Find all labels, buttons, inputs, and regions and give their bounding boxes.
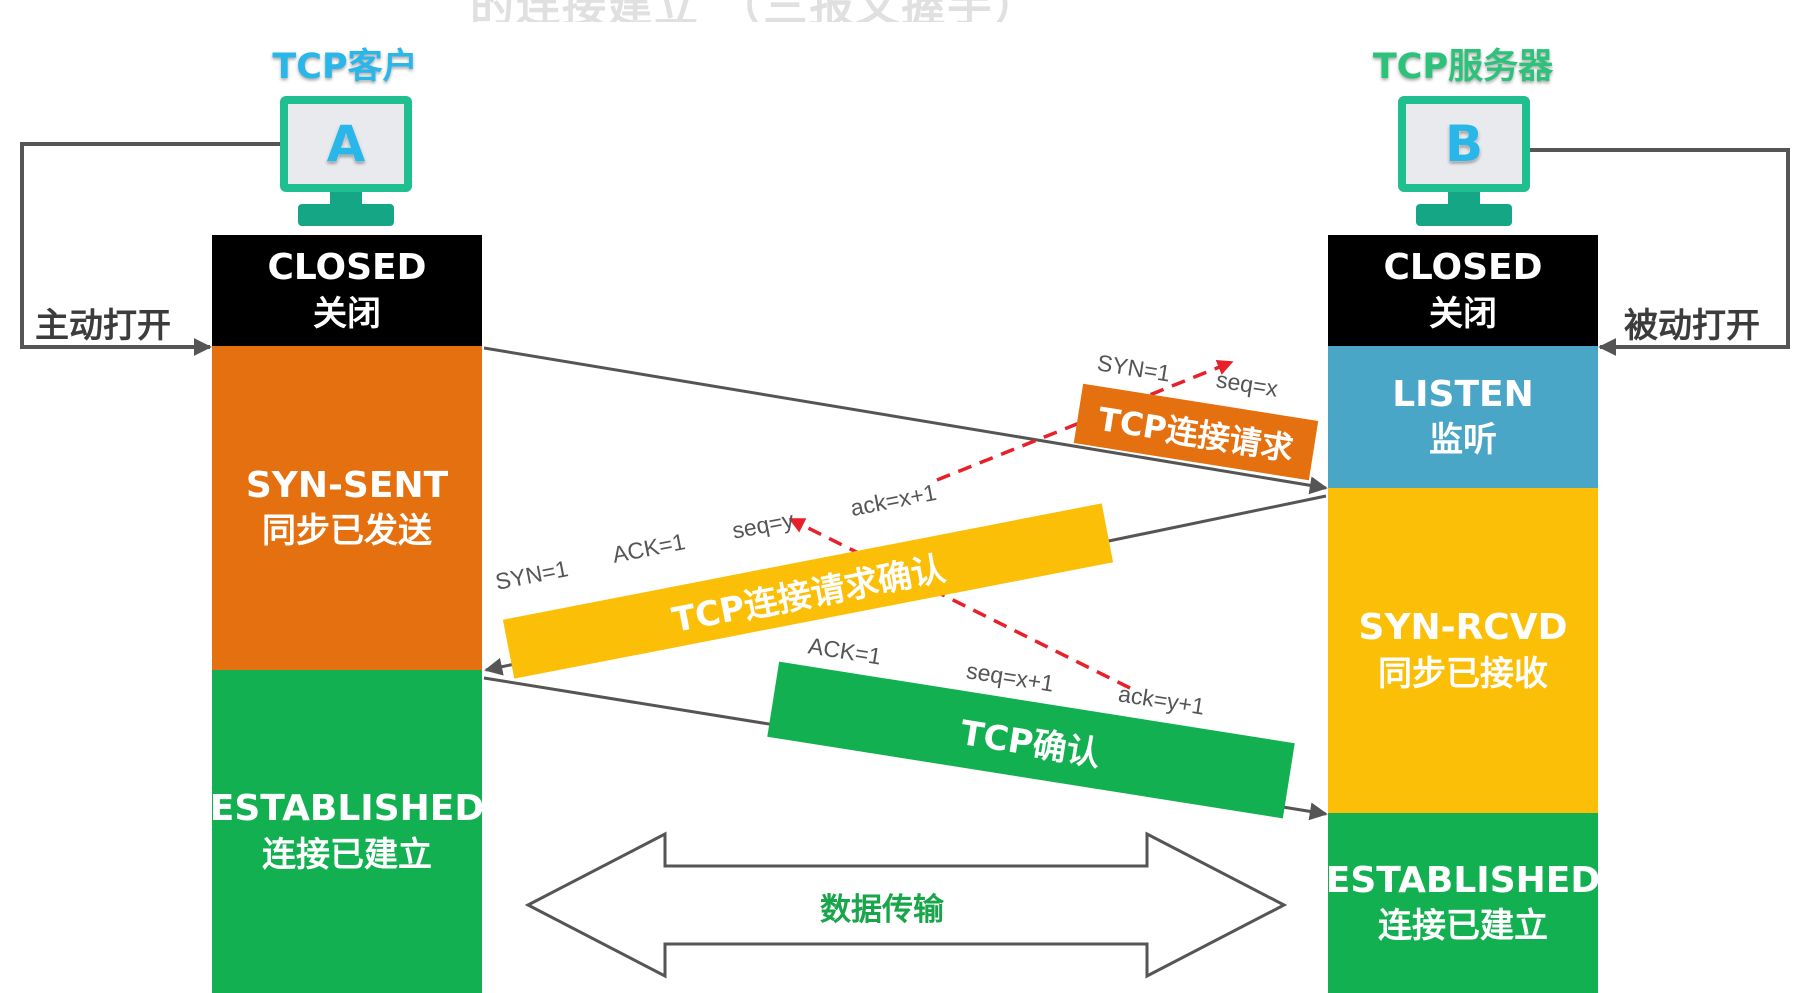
ack-to-seq-dashed-arrow xyxy=(788,517,1131,690)
server-state-closed-zh: 关闭 xyxy=(1429,293,1497,334)
client-state-closed-en: CLOSED xyxy=(267,247,427,288)
client-state-syn-sent-en: SYN-SENT xyxy=(245,464,449,506)
server-label: TCP服务器 xyxy=(1372,47,1554,87)
client-monitor-screen: A xyxy=(280,96,412,192)
server-monitor-screen: B xyxy=(1398,96,1530,192)
page-title-fragment: 的连接建立 （三报文握手） xyxy=(0,0,1814,22)
client-open-arrow xyxy=(20,142,280,356)
client-monitor-icon: A xyxy=(280,96,412,192)
server-state-syn-rcvd: SYN-RCVD 同步已接收 xyxy=(1328,488,1598,813)
server-state-listen: LISTEN 监听 xyxy=(1328,346,1598,488)
data-transfer-arrow xyxy=(524,831,1288,979)
server-monitor-base xyxy=(1416,204,1512,226)
ack-to-syn-seq-dashed-arrow xyxy=(936,359,1234,482)
client-state-syn-sent: SYN-SENT 同步已发送 xyxy=(212,346,482,670)
client-state-established: ESTABLISHED 连接已建立 xyxy=(209,670,485,993)
server-state-syn-rcvd-zh: 同步已接收 xyxy=(1378,653,1548,694)
client-state-closed: CLOSED 关闭 xyxy=(212,235,482,346)
server-open-arrow xyxy=(1530,148,1790,356)
client-monitor-stand xyxy=(330,192,362,204)
server-state-listen-zh: 监听 xyxy=(1429,420,1497,461)
server-state-established-en: ESTABLISHED xyxy=(1325,859,1601,901)
server-state-established: ESTABLISHED 连接已建立 xyxy=(1325,813,1601,993)
client-state-established-zh: 连接已建立 xyxy=(262,834,432,875)
server-state-listen-en: LISTEN xyxy=(1392,373,1534,415)
server-state-closed: CLOSED 关闭 xyxy=(1328,235,1598,346)
syn-arrow xyxy=(483,346,1328,495)
client-state-established-en: ESTABLISHED xyxy=(209,788,485,829)
client-state-syn-sent-zh: 同步已发送 xyxy=(262,511,432,552)
server-passive-open-label: 被动打开 xyxy=(1624,306,1760,346)
client-active-open-label: 主动打开 xyxy=(35,306,171,346)
client-state-closed-zh: 关闭 xyxy=(313,293,381,334)
server-state-established-zh: 连接已建立 xyxy=(1378,906,1548,947)
server-monitor-icon: B xyxy=(1398,96,1530,192)
client-label: TCP客户 xyxy=(272,47,418,87)
server-monitor-stand xyxy=(1448,192,1480,204)
data-transfer-label: 数据传输 xyxy=(820,892,944,928)
page-title-text: 的连接建立 （三报文握手） xyxy=(470,0,1039,22)
server-state-syn-rcvd-en: SYN-RCVD xyxy=(1358,607,1568,648)
server-state-closed-en: CLOSED xyxy=(1383,247,1543,288)
client-monitor-base xyxy=(298,204,394,226)
